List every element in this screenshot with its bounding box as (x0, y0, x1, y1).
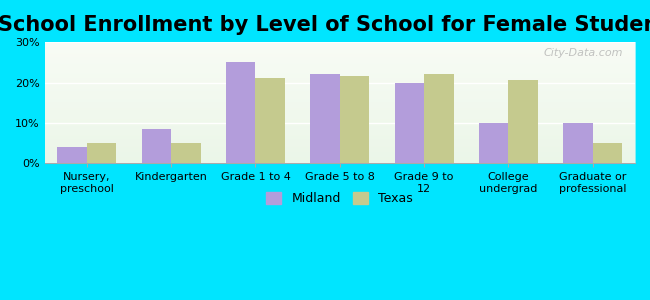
Title: School Enrollment by Level of School for Female Students: School Enrollment by Level of School for… (0, 15, 650, 35)
Bar (142, 129, 171, 163)
Legend: Midland, Texas: Midland, Texas (260, 186, 419, 212)
Bar (310, 74, 340, 163)
Bar (479, 123, 508, 163)
Bar (424, 74, 454, 163)
Bar (226, 62, 255, 163)
Bar (87, 143, 116, 163)
Bar (255, 79, 285, 163)
Text: City-Data.com: City-Data.com (543, 48, 623, 58)
Bar (171, 143, 201, 163)
Bar (340, 76, 369, 163)
Bar (57, 147, 87, 163)
Bar (564, 123, 593, 163)
Bar (395, 82, 424, 163)
Bar (593, 143, 622, 163)
Bar (508, 80, 538, 163)
